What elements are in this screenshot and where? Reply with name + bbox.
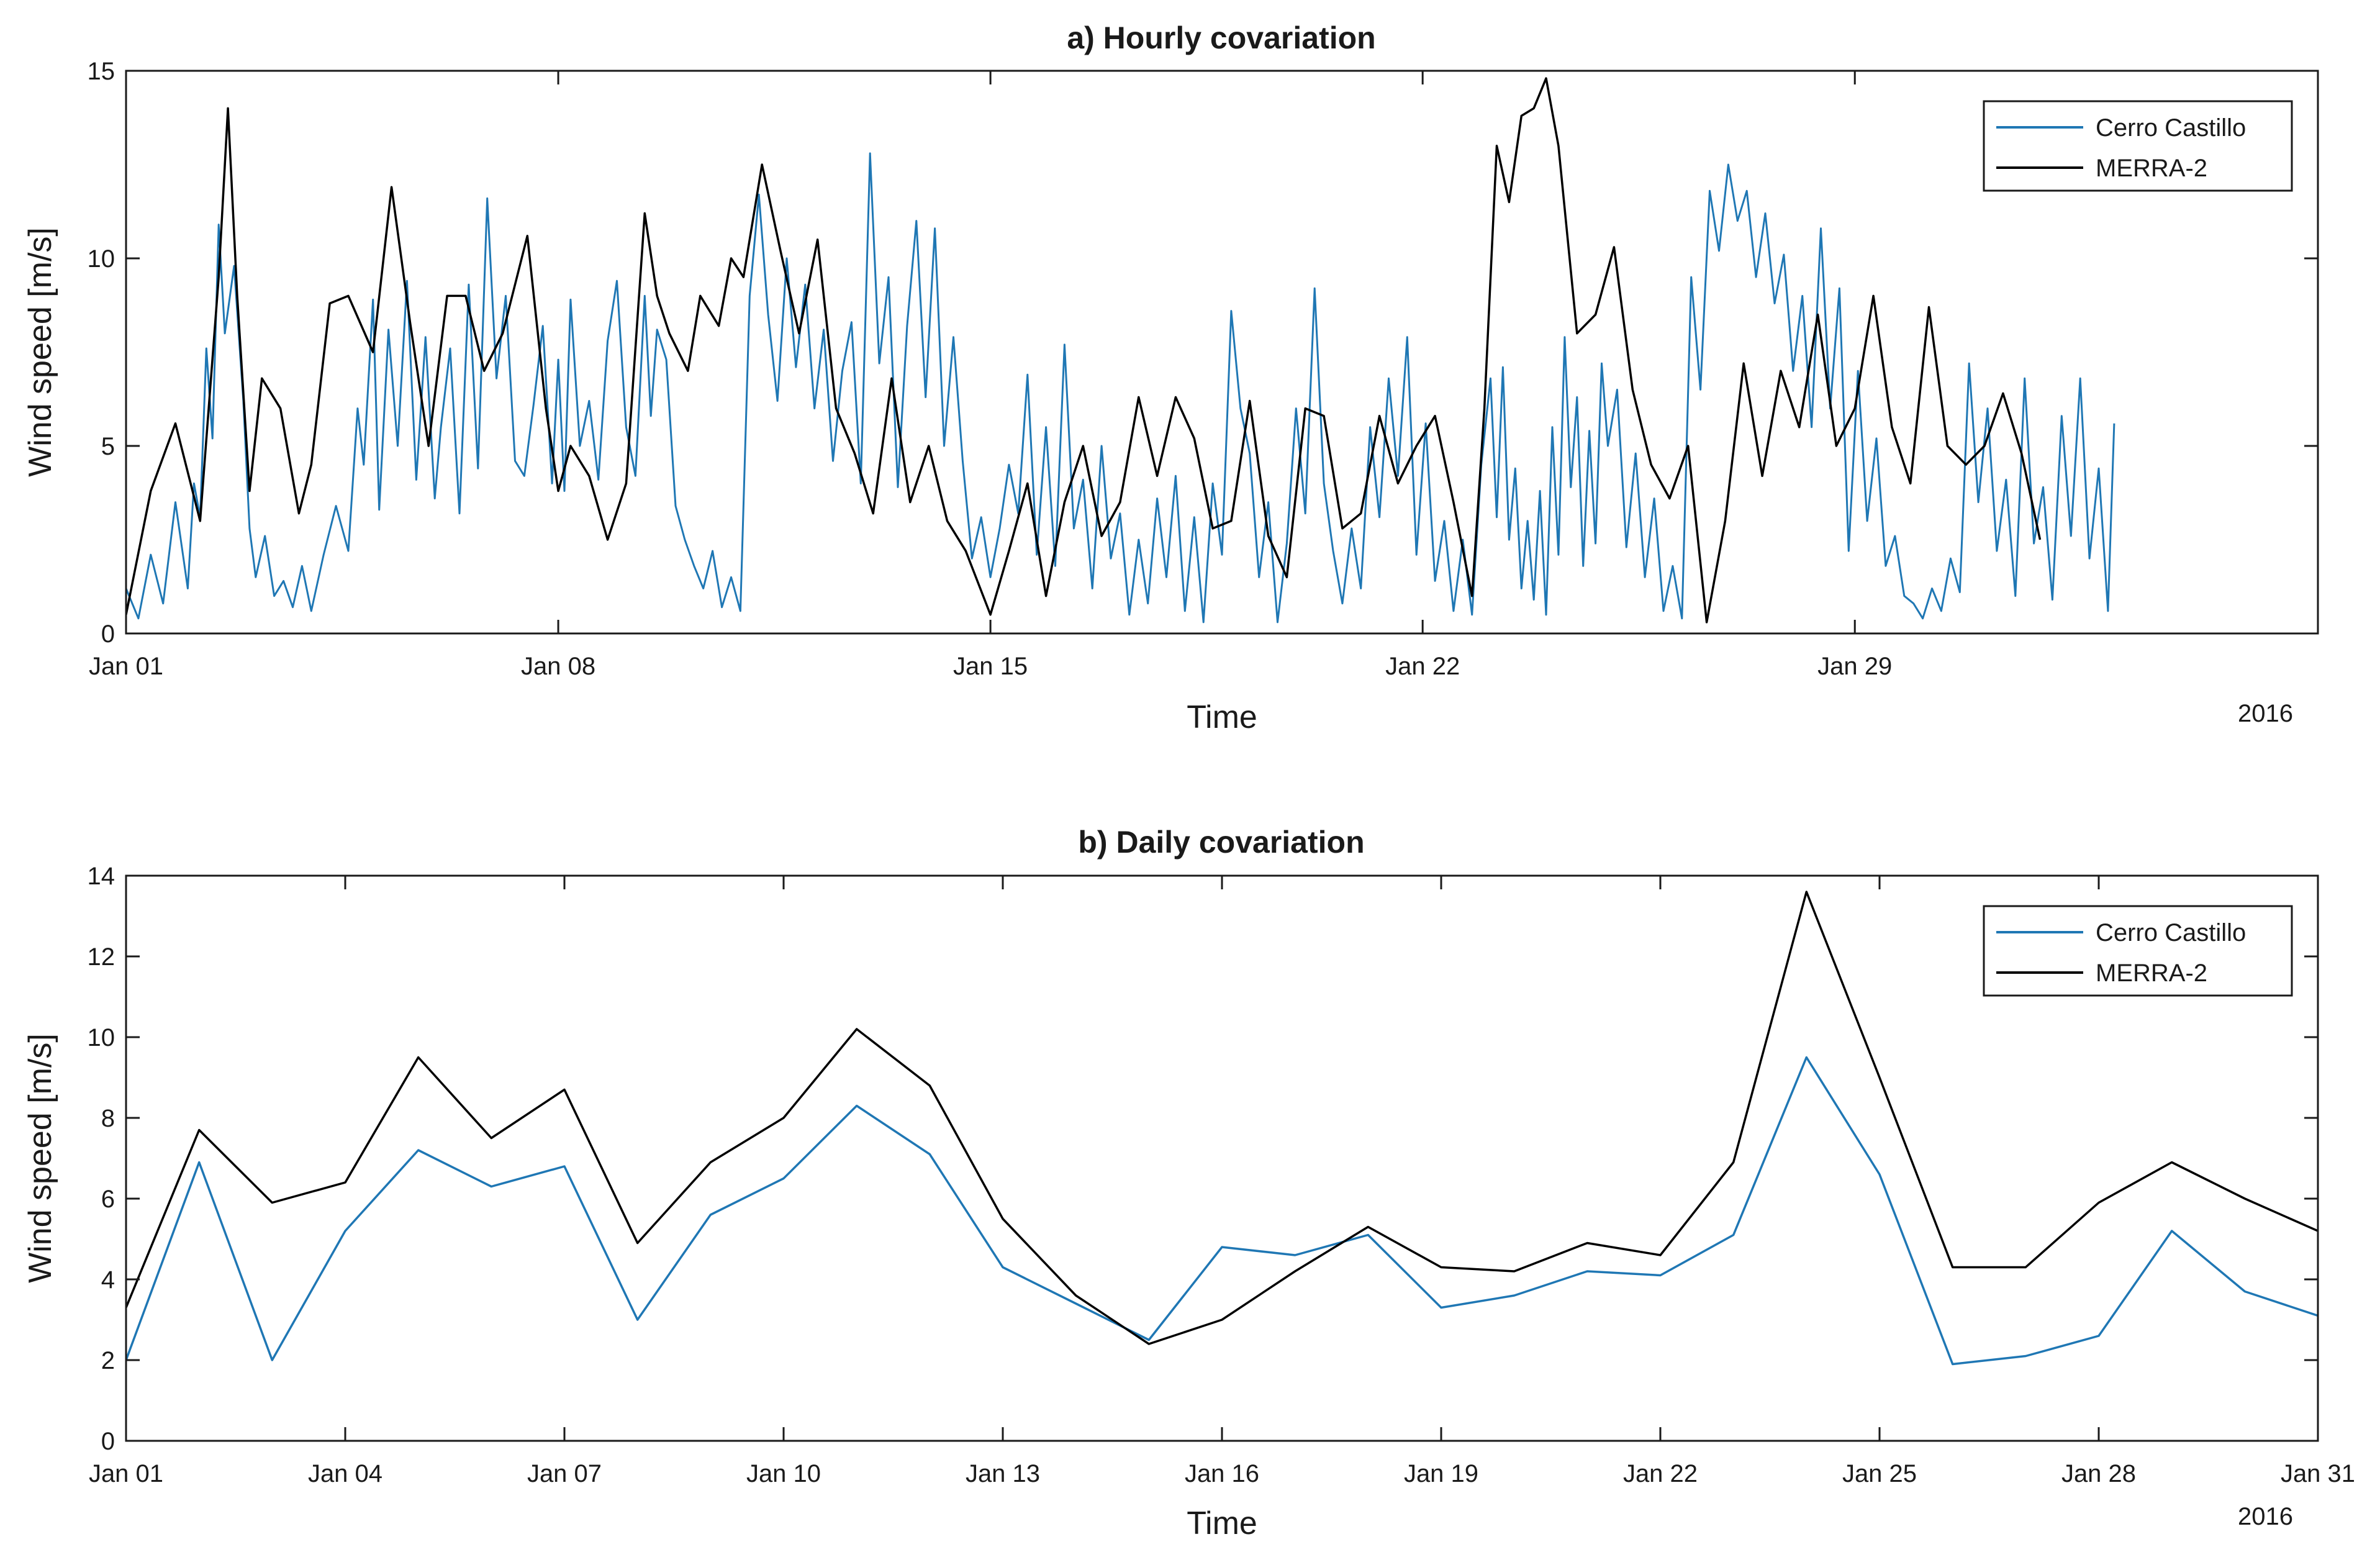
y-tick-label: 10 [88,245,115,273]
x-tick-label: Jan 10 [746,1460,821,1487]
legend-hourly: Cerro Castillo MERRA-2 [1983,100,2293,192]
x-tick-label: Jan 04 [308,1460,382,1487]
x-tick-label: Jan 08 [521,653,595,680]
y-tick-label: 12 [88,943,115,971]
legend-label-merra2-hourly: MERRA-2 [2096,155,2207,182]
y-axis-label-daily: Wind speed [m/s] [22,1033,58,1283]
y-tick-label: 0 [101,620,115,648]
x-tick-label: Jan 28 [2061,1460,2136,1487]
legend-label-cerro-castillo-hourly: Cerro Castillo [2096,114,2246,142]
x-tick-label: Jan 15 [953,653,1028,680]
y-tick-label: 8 [101,1105,115,1132]
series-line-cerro-castillo-hourly [126,152,2115,624]
y-tick-label: 5 [101,433,115,460]
legend-label-cerro-castillo-daily: Cerro Castillo [2096,919,2246,946]
y-tick-label: 10 [88,1024,115,1051]
plot-area-hourly [125,70,2319,635]
series-line-merra2-daily [126,891,2318,1345]
legend-box-hourly [1983,100,2293,192]
y-axis-label-hourly: Wind speed [m/s] [22,227,58,477]
y-tick-label: 0 [101,1428,115,1455]
series-line-merra2-hourly [126,77,2042,624]
x-axis-hourly: Jan 01 Jan 08 Jan 15 Jan 22 Jan 29 [89,71,1892,680]
y-tick-label: 4 [101,1266,115,1294]
x-tick-label: Jan 29 [1817,653,1892,680]
x-tick-label: Jan 01 [89,653,163,680]
x-tick-label: Jan 25 [1842,1460,1917,1487]
x-tick-label: Jan 07 [527,1460,602,1487]
legend-daily: Cerro Castillo MERRA-2 [1983,905,2293,997]
x-tick-label: Jan 16 [1185,1460,1259,1487]
x-tick-label: Jan 01 [89,1460,163,1487]
x-tick-label: Jan 31 [2281,1460,2355,1487]
legend-box-daily [1983,905,2293,997]
year-label-daily: 2016 [2238,1503,2293,1530]
x-tick-label: Jan 22 [1385,653,1460,680]
axes-frame-hourly [125,70,2319,635]
year-label-hourly: 2016 [2238,700,2293,727]
x-axis-label-daily: Time [1187,1505,1257,1541]
series-line-cerro-castillo-daily [126,1056,2318,1366]
x-tick-label: Jan 19 [1404,1460,1478,1487]
y-tick-label: 15 [88,58,115,85]
y-tick-label: 6 [101,1186,115,1213]
y-axis-hourly: 0 5 10 15 [88,58,2318,648]
y-tick-label: 14 [88,863,115,890]
y-tick-label: 2 [101,1347,115,1374]
chart-title-hourly: a) Hourly covariation [1067,20,1375,55]
x-axis-daily: Jan 01 Jan 04 Jan 07 Jan 10 Jan 13 Jan 16 Jan … [89,876,2355,1487]
x-tick-label: Jan 13 [966,1460,1040,1487]
legend-label-merra2-daily: MERRA-2 [2096,960,2207,987]
chart-title-daily: b) Daily covariation [1078,825,1364,860]
x-axis-label-hourly: Time [1187,699,1257,735]
x-tick-label: Jan 22 [1623,1460,1698,1487]
y-axis-daily: 0 2 4 6 8 10 12 14 [88,863,2318,1455]
